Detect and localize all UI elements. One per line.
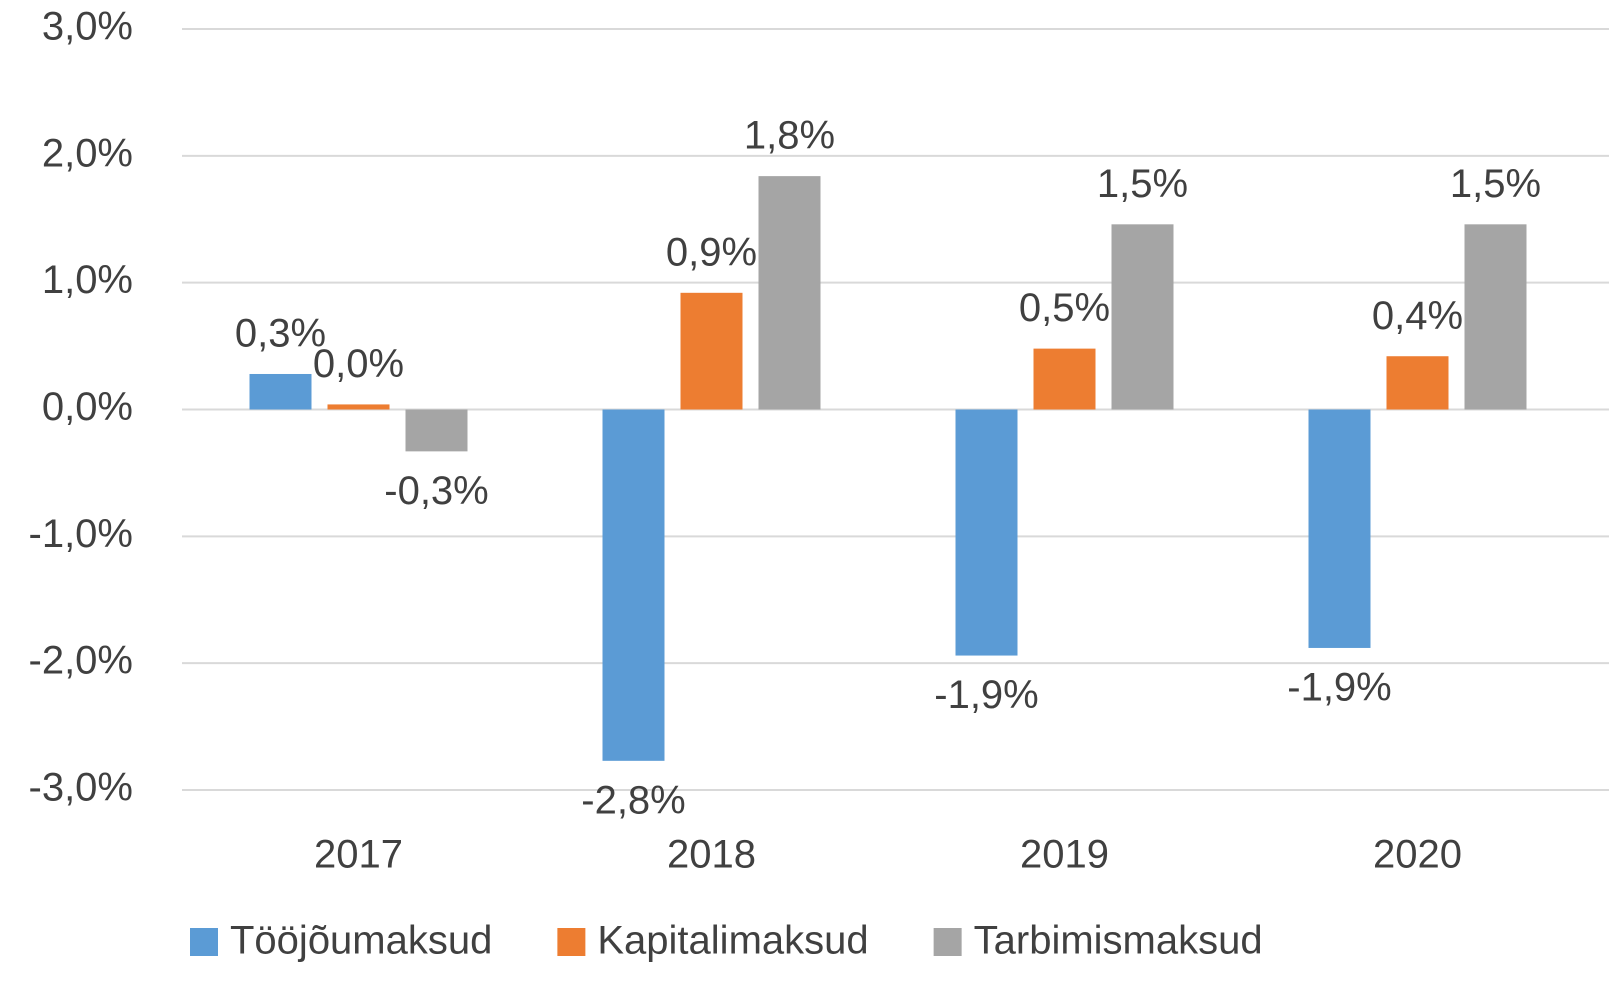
value-label: 0,9%: [666, 230, 757, 274]
y-tick-label: 0,0%: [42, 385, 133, 429]
bar: [327, 404, 390, 410]
bar: [1464, 224, 1527, 410]
bar: [955, 409, 1018, 656]
y-tick-label: -2,0%: [29, 639, 134, 683]
value-label: 0,5%: [1019, 286, 1110, 330]
legend-label: Tööjõumaksud: [230, 919, 492, 963]
legend-swatch: [557, 928, 586, 956]
x-tick-label: 2019: [1020, 833, 1109, 877]
y-tick-label: -3,0%: [29, 766, 134, 810]
bar: [1308, 409, 1371, 648]
y-tick-label: 2,0%: [42, 131, 133, 175]
bar: [249, 373, 312, 410]
bar: [602, 409, 665, 761]
value-label: -1,9%: [1287, 666, 1392, 710]
bar: [758, 176, 821, 410]
value-label: 0,0%: [313, 342, 404, 386]
x-tick-label: 2017: [314, 833, 403, 877]
value-label: 1,8%: [744, 114, 835, 158]
bar: [1033, 348, 1096, 410]
y-tick-label: 1,0%: [42, 258, 133, 302]
bar: [405, 409, 468, 452]
y-tick-label: -1,0%: [29, 512, 134, 556]
bar: [1111, 224, 1174, 410]
y-tick-label: 3,0%: [42, 5, 133, 49]
value-label: 0,4%: [1372, 294, 1463, 338]
value-label: 1,5%: [1097, 162, 1188, 206]
bar: [1386, 356, 1449, 410]
legend-label: Kapitalimaksud: [597, 919, 868, 963]
value-label: -0,3%: [384, 469, 489, 513]
value-label: 0,3%: [235, 312, 326, 356]
legend-label: Tarbimismaksud: [974, 919, 1263, 963]
value-label: -2,8%: [581, 778, 686, 822]
legend-swatch: [933, 928, 962, 956]
value-label: 1,5%: [1450, 162, 1541, 206]
legend-swatch: [190, 928, 218, 956]
bar: [680, 292, 743, 410]
x-tick-label: 2018: [667, 833, 756, 877]
x-tick-label: 2020: [1373, 833, 1462, 877]
value-label: -1,9%: [934, 673, 1039, 717]
